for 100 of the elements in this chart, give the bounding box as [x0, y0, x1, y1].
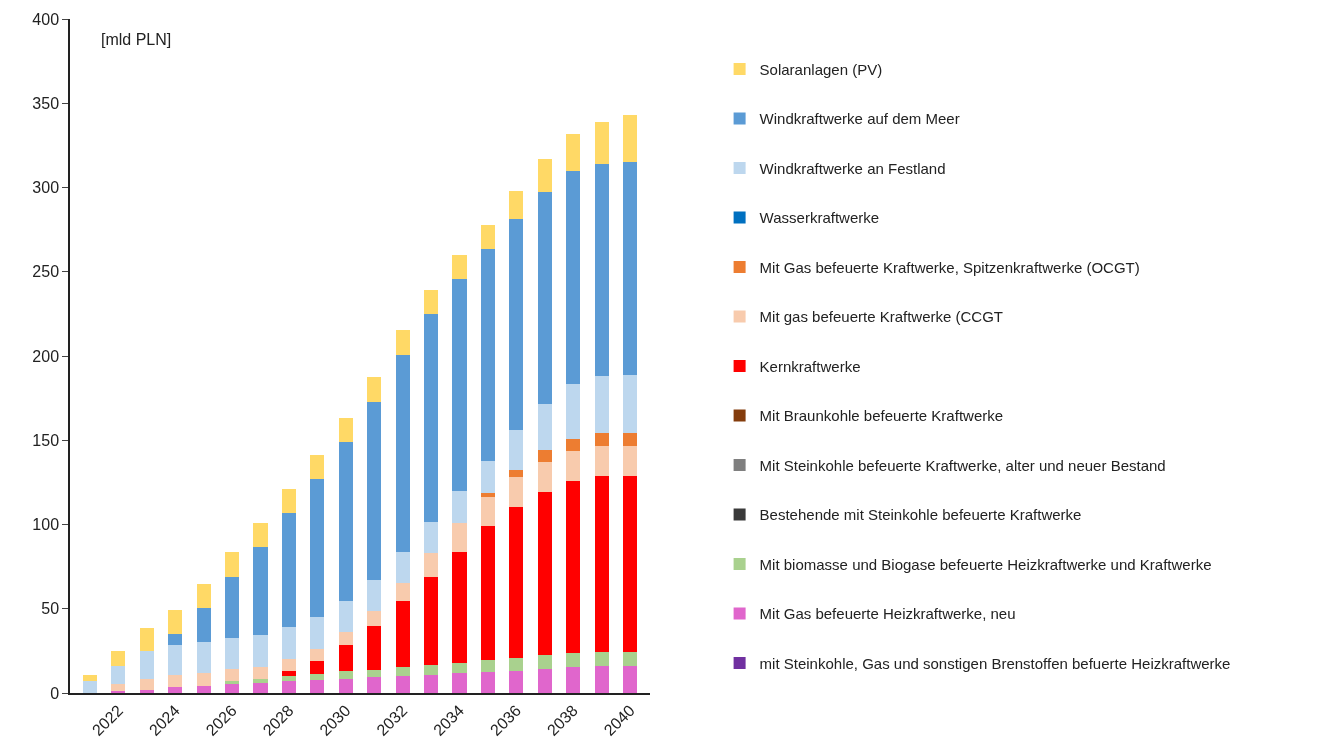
- bar: [452, 662, 467, 674]
- legend-label: Kernkraftwerke: [759, 357, 861, 375]
- bar: [111, 651, 126, 667]
- bar: [338, 632, 353, 645]
- bar: [281, 681, 297, 693]
- bar: [338, 601, 353, 633]
- bar: [566, 667, 581, 693]
- bar: [566, 171, 581, 384]
- bar: [281, 513, 297, 628]
- legend-label: Mit biomasse und Biogase befeuerte Heizkraftwerke und Kraftwerke: [759, 555, 1212, 573]
- bar: [253, 635, 268, 667]
- bar: [111, 666, 126, 684]
- bar: [452, 522, 467, 552]
- bar: [367, 625, 382, 670]
- bar: [395, 676, 410, 693]
- bar: [395, 551, 410, 583]
- bar: [224, 576, 240, 639]
- bar: [139, 679, 154, 690]
- bar: [253, 683, 268, 693]
- bar: [310, 648, 325, 661]
- bar: [253, 679, 268, 684]
- bar: [310, 673, 325, 681]
- bar: [310, 617, 325, 649]
- bar: [480, 461, 496, 493]
- bar: [622, 162, 638, 375]
- bar: [395, 667, 410, 677]
- bar: [82, 681, 98, 693]
- bar: [338, 418, 353, 443]
- bar: [594, 652, 609, 667]
- bar: [622, 432, 638, 446]
- bar: [139, 628, 154, 651]
- legend-label: Mit Braunkohle befeuerte Kraftwerke: [759, 407, 1004, 425]
- bar: [168, 644, 183, 675]
- legend-label: Bestehende mit Steinkohle befeuerte Kraftwerke: [759, 506, 1082, 524]
- bar: [622, 666, 638, 693]
- bar: [594, 446, 609, 476]
- bar: [509, 218, 524, 431]
- bar: [196, 583, 211, 609]
- bar: [423, 665, 439, 675]
- bar: [622, 652, 638, 667]
- bar: [168, 610, 183, 634]
- bar: [452, 254, 467, 280]
- bar: [480, 225, 496, 249]
- bar: [480, 249, 496, 462]
- y-tick-label: 200: [32, 347, 60, 365]
- bar: [594, 121, 609, 164]
- bar: [566, 383, 581, 439]
- legend-label: Mit gas befeuerte Kraftwerke (CCGT: [759, 308, 1004, 326]
- bar: [537, 461, 552, 493]
- bar: [253, 522, 268, 548]
- bar: [566, 451, 581, 482]
- bar: [196, 608, 211, 642]
- bar: [594, 163, 609, 376]
- bar: [423, 314, 439, 523]
- bar: [310, 660, 325, 674]
- bar: [594, 475, 609, 653]
- bar: [509, 507, 524, 658]
- bar: [310, 680, 325, 693]
- bar: [509, 657, 524, 671]
- bar: [253, 666, 268, 680]
- bar: [224, 638, 240, 670]
- legend-label: Mit Gas befeuerte Heizkraftwerke, neu: [759, 605, 1016, 623]
- bar: [281, 658, 297, 671]
- bar: [224, 681, 240, 685]
- bar: [509, 477, 524, 508]
- bar: [196, 672, 211, 686]
- bar: [423, 553, 439, 577]
- bar: [594, 375, 609, 433]
- y-tick-label: 150: [32, 431, 60, 449]
- bar: [452, 279, 467, 492]
- bar: [566, 438, 581, 452]
- bar: [622, 445, 638, 476]
- bar: [509, 190, 524, 219]
- bar: [622, 115, 638, 163]
- legend-label: mit Steinkohle, Gas und sonstigen Brenstoffen befuerte Heizkraftwerke: [759, 654, 1231, 672]
- bar: [509, 430, 524, 470]
- bar: [367, 377, 382, 402]
- bar: [423, 289, 439, 315]
- legend-label: Mit Gas befeuerte Kraftwerke, Spitzenkraftwerke (OCGT): [759, 258, 1140, 276]
- bar: [395, 354, 410, 552]
- bar: [338, 678, 353, 693]
- bar: [537, 159, 552, 193]
- bar: [537, 669, 552, 693]
- bar: [395, 600, 410, 668]
- bar: [310, 455, 325, 480]
- bar: [594, 666, 609, 693]
- bar: [423, 674, 439, 693]
- bar: [196, 685, 211, 693]
- legend-label: Wasserkraftwerke: [759, 209, 880, 227]
- bar: [537, 450, 552, 462]
- bar: [480, 660, 496, 672]
- bar: [367, 677, 382, 693]
- bar: [480, 497, 496, 527]
- y-tick-label: 350: [32, 94, 60, 112]
- bar: [537, 403, 552, 451]
- bar: [537, 655, 552, 670]
- bar: [395, 582, 410, 601]
- bar: [310, 479, 325, 618]
- bar: [509, 670, 524, 693]
- legend-label: Mit Steinkohle befeuerte Kraftwerke, alter und neuer Bestand: [759, 456, 1166, 474]
